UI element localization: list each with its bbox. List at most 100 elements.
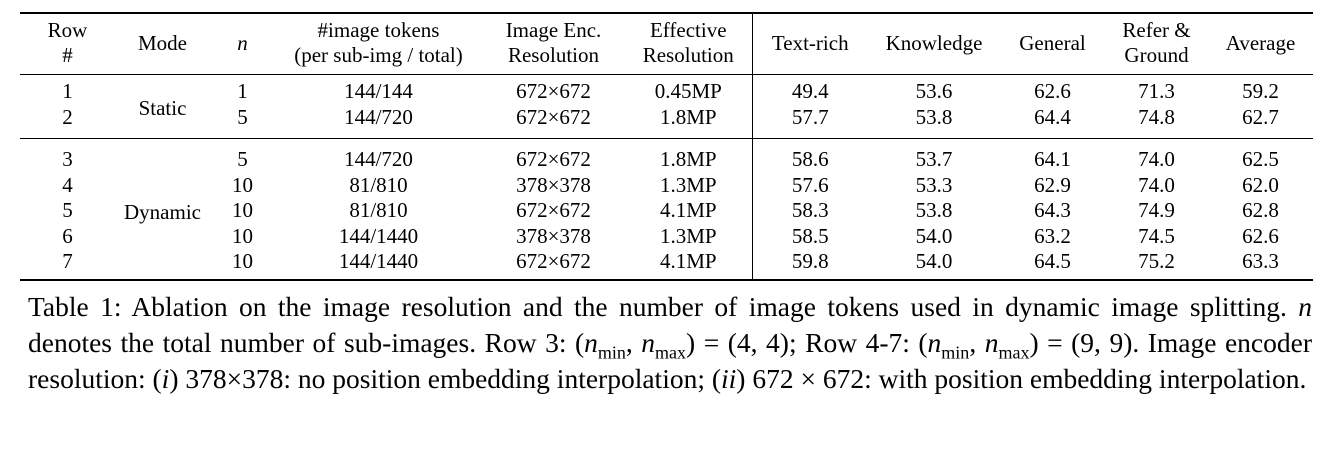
cell-text: 63.2	[1034, 223, 1071, 248]
cell-text: 4	[62, 172, 73, 197]
results-table: Row # Mode n #image tokens (per sub-img / tot…	[20, 12, 1313, 281]
table-cell: 62.6	[1000, 75, 1105, 105]
header-cell: Text-rich	[751, 13, 868, 75]
cell-text: 1.8MP	[659, 104, 717, 129]
header-text: Row	[47, 18, 88, 42]
table-cell: 5	[210, 139, 275, 173]
cell-text: 49.4	[791, 79, 829, 104]
header-text: #image tokens	[317, 18, 440, 42]
table-row: 7 10 144/1440 672×672 4.1MP 59.8 54.0 64.5 75.2 6…	[20, 249, 1313, 280]
cell-text: 74.9	[1138, 198, 1175, 223]
caption-text: ) 672 × 672: with position embedding int…	[736, 363, 1307, 394]
table-row: 4 10 81/810 378×378 1.3MP 57.6 53.3 62.9 74.0 62.…	[20, 172, 1313, 199]
mode-text: Dynamic	[124, 200, 201, 225]
header-cell: Average	[1208, 13, 1313, 75]
table-cell: 1	[210, 75, 275, 105]
header-text: Refer &	[1122, 18, 1191, 42]
cell-text: 1	[62, 79, 73, 104]
table-cell: 81/810	[275, 173, 482, 199]
table-cell: 4	[20, 173, 115, 199]
caption-math: n	[641, 327, 656, 358]
table-cell: 63.3	[1208, 249, 1313, 280]
cell-text: 58.5	[791, 223, 829, 248]
cell-text: 0.45MP	[654, 79, 722, 104]
cell-text: 1.3MP	[659, 172, 717, 197]
header-text: Ground	[1124, 43, 1189, 67]
caption-math: n	[927, 327, 942, 358]
cell-text: 1	[237, 79, 248, 104]
cell-text: 58.3	[791, 198, 829, 223]
mode-text: Static	[138, 96, 187, 120]
table-cell: 62.7	[1208, 105, 1313, 139]
header-text: Resolution	[642, 43, 734, 67]
table-cell: 53.8	[868, 198, 1000, 224]
table-cell: 74.5	[1105, 224, 1208, 250]
cell-text: 62.6	[1034, 79, 1071, 104]
cell-text: 57.6	[791, 172, 829, 197]
header-cell: Knowledge	[868, 13, 1000, 75]
header-text: Average	[1225, 30, 1296, 55]
table-cell: 7	[20, 249, 115, 280]
cell-text: 4.1MP	[659, 198, 717, 223]
header-cell: Row #	[20, 13, 115, 75]
table-cell: 1	[20, 75, 115, 105]
caption-math: min	[597, 342, 626, 363]
cell-text: 5	[62, 198, 73, 223]
table-cell: 0.45MP	[625, 75, 752, 105]
cell-text: 1.3MP	[659, 223, 717, 248]
table-cell: 672×672	[482, 75, 625, 105]
header-text: Resolution	[507, 43, 599, 67]
cell-text: 64.4	[1034, 104, 1071, 129]
header-text: Mode	[138, 30, 187, 55]
table-cell: 74.0	[1105, 173, 1208, 199]
caption-text: ) = (4, 4); Row 4-7: (	[686, 327, 928, 358]
table-cell: 53.7	[868, 139, 1000, 173]
table-cell: 62.9	[1000, 173, 1105, 199]
cell-text: 672×672	[516, 147, 591, 172]
caption-math: max	[655, 342, 687, 363]
cell-text: 54.0	[915, 223, 953, 248]
cell-text: 7	[62, 249, 73, 274]
cell-text: 62.7	[1242, 104, 1279, 129]
cell-text: 53.8	[915, 104, 953, 129]
header-text: Image Enc.	[505, 18, 602, 42]
caption-math: n	[1298, 291, 1312, 322]
header-cell: n	[210, 13, 275, 75]
header-text: (per sub-img / total)	[294, 43, 463, 67]
table-cell: 144/144	[275, 75, 482, 105]
table-cell: 5	[20, 198, 115, 224]
header-text: General	[1019, 30, 1086, 55]
cell-text: 53.3	[915, 172, 953, 197]
table-cell: 74.0	[1105, 139, 1208, 173]
cell-text: 10	[232, 249, 253, 274]
cell-text: 10	[232, 198, 253, 223]
cell-text: 10	[232, 223, 253, 248]
table-cell: 1.3MP	[625, 173, 752, 199]
table-cell: 64.3	[1000, 198, 1105, 224]
cell-text: 378×378	[516, 223, 591, 248]
header-cell: General	[1000, 13, 1105, 75]
header-text: Text-rich	[771, 30, 849, 55]
cell-text: 53.8	[915, 198, 953, 223]
caption-math: ii	[721, 363, 737, 394]
row-group: 3 Dynamic 5 144/720 672×672 1.8MP 58.6 53.7 64.1…	[20, 138, 1313, 280]
cell-text: 81/810	[349, 172, 408, 197]
cell-text: 74.5	[1138, 223, 1175, 248]
cell-text: 672×672	[516, 79, 591, 104]
table-cell: 58.6	[751, 138, 868, 173]
table-cell: 64.5	[1000, 249, 1105, 280]
table-cell: 378×378	[482, 224, 625, 250]
table-cell: 62.5	[1208, 139, 1313, 173]
cell-text: 59.2	[1242, 79, 1279, 104]
cell-text: 3	[62, 147, 73, 172]
table-cell: 59.8	[751, 249, 868, 280]
cell-text: 6	[62, 223, 73, 248]
table-cell: 10	[210, 198, 275, 224]
table-cell: 81/810	[275, 198, 482, 224]
header-cell: Image Enc. Resolution	[482, 13, 625, 75]
table-cell: 64.1	[1000, 139, 1105, 173]
table-cell: 62.8	[1208, 198, 1313, 224]
table-row: 1 Static 1 144/144 672×672 0.45MP 49.4 53.6 62.6…	[20, 74, 1313, 120]
row-group: 1 Static 1 144/144 672×672 0.45MP 49.4 53.6 62.6…	[20, 74, 1313, 139]
table-cell: 49.4	[751, 74, 868, 105]
